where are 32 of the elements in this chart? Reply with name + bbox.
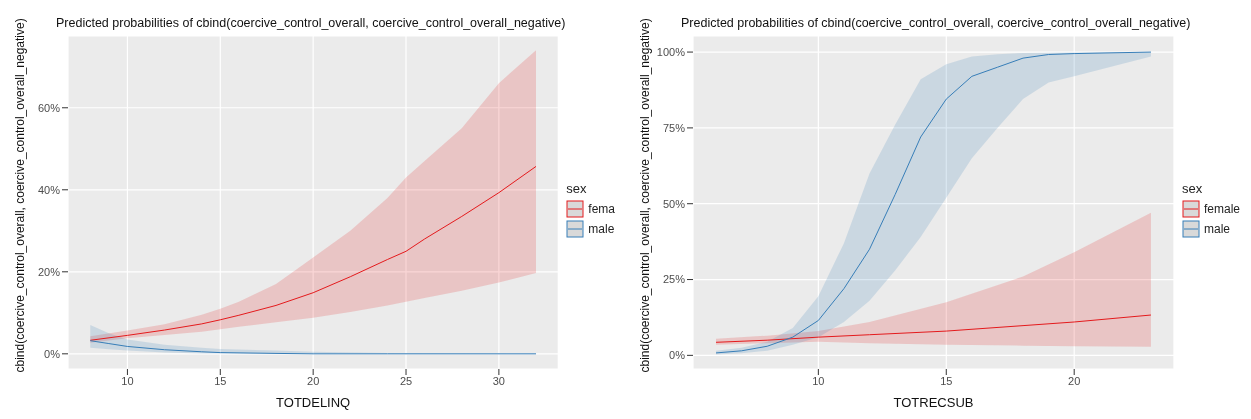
x-axis-title: TOTRECSUB: [893, 395, 974, 410]
legend-title: sex: [566, 181, 588, 196]
y-tick-label: 0%: [44, 347, 61, 360]
legend-label: fema: [588, 202, 615, 216]
x-tick-label: 15: [940, 374, 953, 387]
legend-label: female: [1203, 202, 1240, 216]
x-tick-label: 25: [399, 374, 413, 387]
chart-title: Predicted probabilities of cbind(coercive_control_overall, coercive_control_overall_negative): [681, 16, 1191, 30]
y-tick-label: 60%: [37, 101, 61, 114]
y-axis-title: cbind(coercive_control_overall, coercive_control_overall_negative): [638, 18, 653, 373]
line-series: [89, 165, 537, 341]
line-series: [89, 340, 537, 355]
y-tick-label: 20%: [37, 265, 61, 278]
x-tick-label: 30: [492, 374, 506, 387]
x-tick-label: 10: [121, 374, 134, 387]
y-axis-title: cbind(coercive_control_overall, coercive_control_overall_negative): [13, 18, 28, 373]
chart-title: Predicted probabilities of cbind(coercive_control_overall, coercive_control_overall_negative): [56, 16, 566, 30]
x-tick-label: 20: [307, 374, 320, 387]
y-tick-label: 40%: [37, 183, 61, 196]
y-tick-label: 25%: [662, 273, 686, 286]
x-tick-label: 15: [214, 374, 227, 387]
x-tick-label: 20: [1068, 374, 1081, 387]
y-tick-label: 0%: [669, 349, 686, 362]
legend-label: male: [1203, 222, 1230, 236]
line-series: [715, 314, 1152, 343]
legend-label: male: [588, 222, 615, 236]
y-tick-label: 75%: [662, 121, 686, 134]
y-tick-label: 100%: [656, 45, 686, 58]
legend-title: sex: [1181, 181, 1204, 196]
x-tick-label: 10: [812, 374, 825, 387]
x-axis-title: TOTDELINQ: [276, 395, 351, 410]
y-tick-label: 50%: [662, 197, 686, 210]
